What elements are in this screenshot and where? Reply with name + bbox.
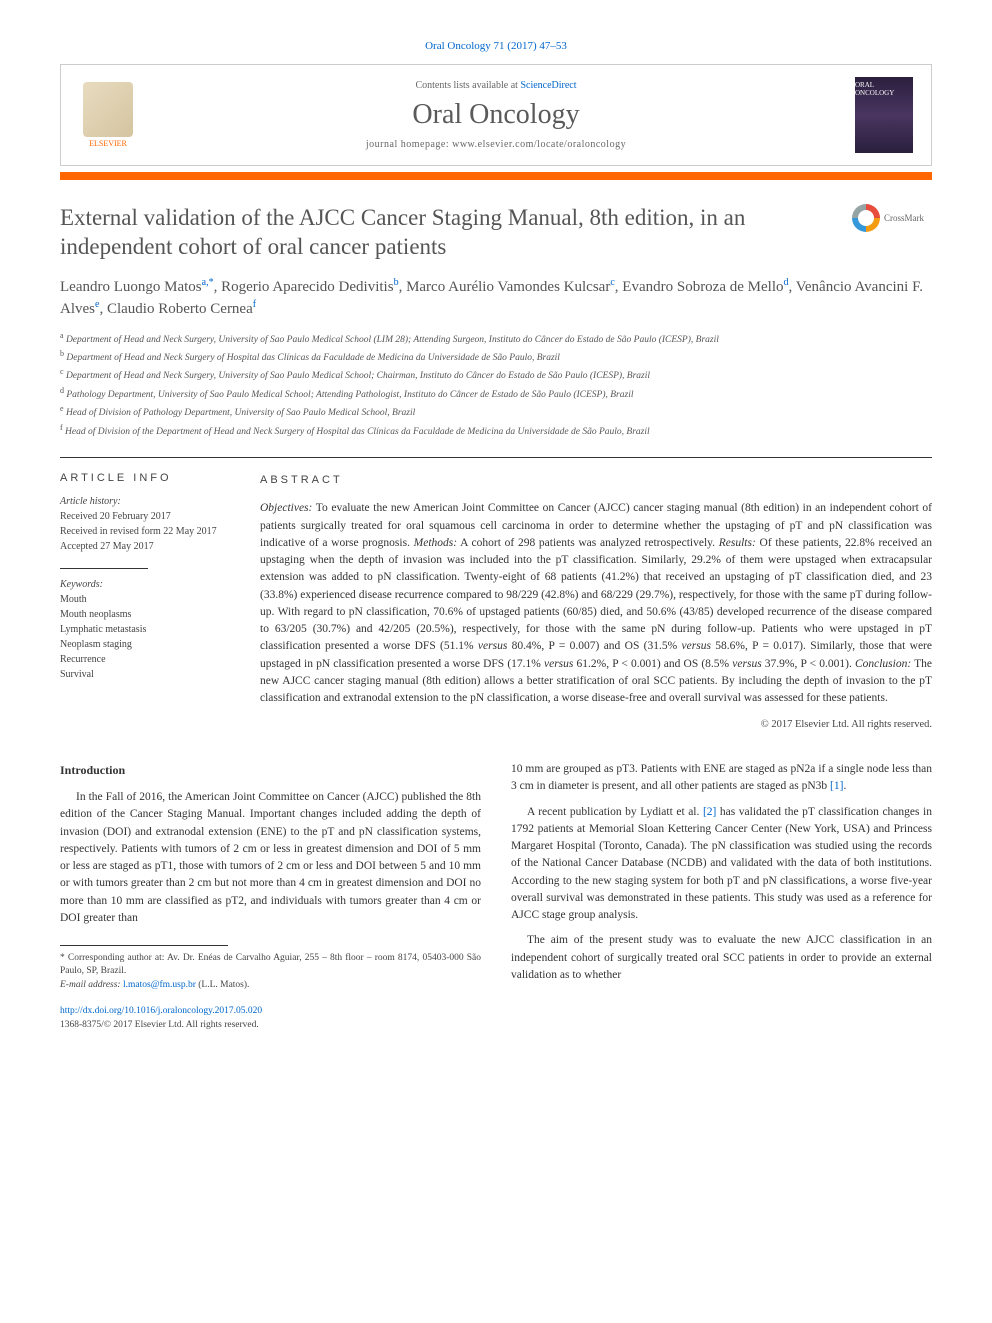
homepage-line: journal homepage: www.elsevier.com/locat…: [143, 139, 849, 150]
affiliation-line: f Head of Division of the Department of …: [60, 422, 932, 439]
email-link[interactable]: l.matos@fm.usp.br: [123, 980, 196, 990]
journal-header: ELSEVIER Contents lists available at Sci…: [60, 64, 932, 166]
intro-paragraph-4: The aim of the present study was to eval…: [511, 932, 932, 984]
history-lines: Received 20 February 2017Received in rev…: [60, 509, 236, 554]
citation-line: Oral Oncology 71 (2017) 47–53: [60, 40, 932, 52]
affiliation-line: c Department of Head and Neck Surgery, U…: [60, 366, 932, 383]
affiliations-block: a Department of Head and Neck Surgery, U…: [60, 330, 932, 439]
cover-text: ORAL ONCOLOGY: [855, 81, 913, 97]
email-author: (L.L. Matos).: [196, 980, 250, 990]
publisher-name: ELSEVIER: [89, 139, 127, 148]
crossmark-label: CrossMark: [884, 213, 924, 223]
article-info-column: ARTICLE INFO Article history: Received 2…: [60, 472, 260, 733]
elsevier-tree-icon: [83, 82, 133, 137]
journal-name: Oral Oncology: [143, 99, 849, 131]
intro-paragraph-3: A recent publication by Lydiatt et al. […: [511, 804, 932, 925]
crossmark-badge[interactable]: CrossMark: [852, 204, 932, 232]
ref-link-2[interactable]: [2]: [703, 806, 716, 818]
col2-p2-suffix: has validated the pT classification chan…: [511, 806, 932, 922]
footnotes-block: * Corresponding author at: Av. Dr. Enéas…: [60, 952, 481, 992]
info-divider: [60, 568, 148, 569]
affiliation-line: b Department of Head and Neck Surgery of…: [60, 348, 932, 365]
col2-p1-prefix: 10 mm are grouped as pT3. Patients with …: [511, 763, 932, 792]
affiliation-line: a Department of Head and Neck Surgery, U…: [60, 330, 932, 347]
affiliation-line: e Head of Division of Pathology Departme…: [60, 403, 932, 420]
article-info-heading: ARTICLE INFO: [60, 472, 236, 484]
email-line: E-mail address: l.matos@fm.usp.br (L.L. …: [60, 979, 481, 992]
keyword-item: Neoplasm staging: [60, 637, 236, 652]
accent-bar: [60, 172, 932, 180]
email-label: E-mail address:: [60, 980, 123, 990]
contents-prefix: Contents lists available at: [415, 80, 520, 91]
body-columns: Introduction In the Fall of 2016, the Am…: [60, 761, 932, 1032]
corresponding-label: * Corresponding author at:: [60, 953, 167, 963]
intro-paragraph-1: In the Fall of 2016, the American Joint …: [60, 789, 481, 927]
keyword-item: Recurrence: [60, 652, 236, 667]
crossmark-icon: [852, 204, 880, 232]
history-line: Received 20 February 2017: [60, 509, 236, 524]
history-line: Accepted 27 May 2017: [60, 539, 236, 554]
intro-paragraph-2: 10 mm are grouped as pT3. Patients with …: [511, 761, 932, 796]
elsevier-logo: ELSEVIER: [73, 75, 143, 155]
ref-link-1[interactable]: [1]: [830, 780, 843, 792]
homepage-url[interactable]: www.elsevier.com/locate/oraloncology: [452, 139, 626, 150]
contents-available-line: Contents lists available at ScienceDirec…: [143, 80, 849, 91]
abstract-text: Objectives: To evaluate the new American…: [260, 500, 932, 707]
keywords-list: MouthMouth neoplasmsLymphatic metastasis…: [60, 592, 236, 682]
history-line: Received in revised form 22 May 2017: [60, 524, 236, 539]
journal-cover-image: ORAL ONCOLOGY: [855, 77, 913, 153]
keyword-item: Mouth: [60, 592, 236, 607]
abstract-heading: ABSTRACT: [260, 472, 932, 489]
intro-heading: Introduction: [60, 761, 481, 779]
history-label: Article history:: [60, 496, 236, 507]
homepage-label: journal homepage:: [366, 139, 452, 150]
body-col-right: 10 mm are grouped as pT3. Patients with …: [511, 761, 932, 1032]
body-col-left: Introduction In the Fall of 2016, the Am…: [60, 761, 481, 1032]
issn-copyright-line: 1368-8375/© 2017 Elsevier Ltd. All right…: [60, 1018, 481, 1032]
abstract-copyright: © 2017 Elsevier Ltd. All rights reserved…: [260, 717, 932, 733]
col2-p2-prefix: A recent publication by Lydiatt et al.: [527, 806, 703, 818]
keyword-item: Mouth neoplasms: [60, 607, 236, 622]
doi-link[interactable]: http://dx.doi.org/10.1016/j.oraloncology…: [60, 1006, 262, 1016]
col2-p1-suffix: .: [843, 780, 846, 792]
authors-line: Leandro Luongo Matosa,*, Rogerio Apareci…: [60, 276, 932, 320]
affiliation-line: d Pathology Department, University of Sa…: [60, 385, 932, 402]
keywords-label: Keywords:: [60, 579, 236, 590]
keyword-item: Lymphatic metastasis: [60, 622, 236, 637]
abstract-column: ABSTRACT Objectives: To evaluate the new…: [260, 472, 932, 733]
sciencedirect-link[interactable]: ScienceDirect: [520, 80, 576, 91]
corresponding-author-note: * Corresponding author at: Av. Dr. Enéas…: [60, 952, 481, 979]
keyword-item: Survival: [60, 667, 236, 682]
doi-block: http://dx.doi.org/10.1016/j.oraloncology…: [60, 1004, 481, 1033]
journal-cover: ORAL ONCOLOGY: [849, 75, 919, 155]
footnote-rule: [60, 945, 228, 946]
article-title: External validation of the AJCC Cancer S…: [60, 204, 852, 262]
